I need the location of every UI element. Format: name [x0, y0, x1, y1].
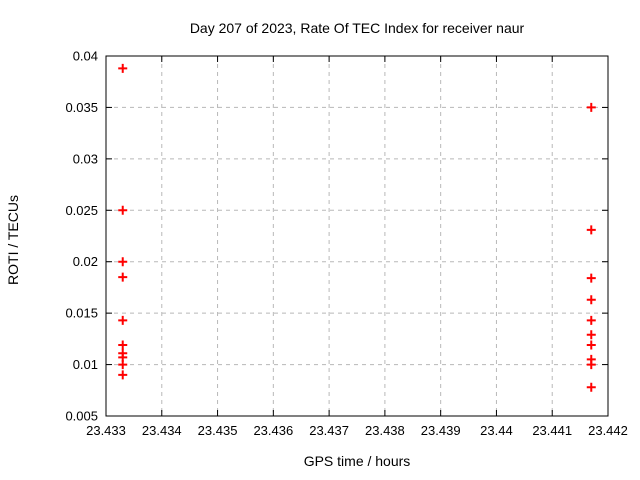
- x-tick-label: 23.437: [309, 423, 349, 438]
- x-tick-label: 23.436: [253, 423, 293, 438]
- data-point-marker: [118, 315, 128, 325]
- y-tick-label: 0.03: [73, 151, 98, 166]
- x-tick-label: 23.44: [480, 423, 513, 438]
- y-axis-title: ROTI / TECUs: [5, 195, 21, 285]
- data-point-marker: [118, 360, 128, 370]
- data-point-marker: [586, 225, 596, 235]
- data-point-marker: [118, 272, 128, 282]
- data-point-marker: [586, 295, 596, 305]
- data-point-marker: [586, 102, 596, 112]
- y-tick-label: 0.005: [65, 409, 98, 424]
- data-point-marker: [586, 330, 596, 340]
- x-tick-label: 23.442: [588, 423, 628, 438]
- x-tick-label: 23.441: [532, 423, 572, 438]
- x-tick-label: 23.434: [142, 423, 182, 438]
- y-tick-label: 0.02: [73, 254, 98, 269]
- x-axis-title: GPS time / hours: [304, 453, 411, 469]
- data-point-marker: [118, 340, 128, 350]
- data-point-marker: [118, 370, 128, 380]
- x-tick-label: 23.435: [198, 423, 238, 438]
- plot-area: 23.433 23.434 23.435 23.436 23.437 23.438 23.4…: [65, 49, 627, 439]
- y-tick-label: 0.035: [65, 100, 98, 115]
- data-point-marker: [586, 315, 596, 325]
- chart-title: Day 207 of 2023, Rate Of TEC Index for r…: [190, 20, 525, 36]
- data-point-marker: [118, 63, 128, 73]
- data-point-marker: [586, 360, 596, 370]
- y-tick-label: 0.025: [65, 203, 98, 218]
- data-point-marker: [586, 340, 596, 350]
- data-point-marker: [586, 382, 596, 392]
- data-point-marker: [586, 273, 596, 283]
- x-tick-label: 23.438: [365, 423, 405, 438]
- x-tick-label: 23.439: [421, 423, 461, 438]
- x-tick-label: 23.433: [86, 423, 126, 438]
- y-tick-label: 0.015: [65, 306, 98, 321]
- y-tick-label: 0.01: [73, 357, 98, 372]
- y-tick-label: 0.04: [73, 49, 98, 64]
- plot-border: [105, 55, 609, 417]
- data-point-marker: [118, 257, 128, 267]
- data-point-marker: [118, 205, 128, 215]
